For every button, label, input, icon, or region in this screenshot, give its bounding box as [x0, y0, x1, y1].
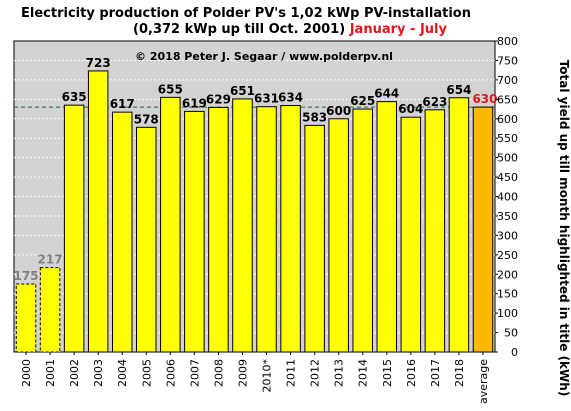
bar-value-label: 655 — [158, 82, 183, 96]
bar-2008 — [208, 106, 229, 353]
bar-value-label: 619 — [182, 96, 207, 110]
bar-value-label: 629 — [206, 92, 231, 106]
bar-2010 — [256, 106, 277, 353]
bar-value-label: 578 — [134, 112, 159, 126]
bar-2015 — [376, 101, 398, 353]
x-tick-label: 2018 — [453, 359, 466, 387]
bar-2004 — [111, 111, 133, 353]
bar-2001 — [39, 267, 61, 353]
y-tick-label: 150 — [497, 288, 518, 301]
y-tick-label: 250 — [497, 249, 518, 262]
bar-2012 — [304, 124, 325, 353]
y-axis-label: Total yield up till month highlighted in… — [557, 60, 571, 397]
bar-2002 — [63, 104, 85, 353]
x-tick-label: 2003 — [92, 359, 105, 387]
x-tick-label: 2006 — [164, 359, 177, 387]
y-tick-label: 600 — [497, 113, 518, 126]
x-tick-label: 2005 — [140, 359, 153, 387]
x-tick-label: 2017 — [429, 359, 442, 387]
bar-value-label: 583 — [302, 110, 327, 124]
bar-value-label: 634 — [278, 91, 303, 105]
x-tick-label: average — [477, 359, 490, 404]
y-tick-label: 100 — [497, 307, 518, 320]
x-tick-label: 2010* — [261, 359, 274, 393]
y-axis-ticks: 0 50 100 150 200 250 300 350 400 450 500 550 600 650 7… — [495, 35, 518, 359]
y-tick-label: 800 — [497, 35, 518, 48]
bar-value-label: 175 — [13, 269, 38, 283]
x-tick-label: 2013 — [333, 359, 346, 387]
bar-labels: 1752176357236175786556196296516316345836… — [13, 56, 497, 283]
bar-average — [472, 106, 494, 353]
x-tick-label: 2014 — [357, 359, 370, 387]
bar-2014 — [352, 108, 373, 353]
bar-2011 — [280, 105, 301, 353]
bar-value-label: 617 — [110, 97, 135, 111]
bar-value-label: 631 — [254, 92, 279, 106]
y-tick-label: 300 — [497, 229, 518, 242]
y-tick-label: 50 — [504, 327, 518, 340]
bar-2006 — [160, 96, 181, 353]
x-tick-label: 2002 — [68, 359, 81, 387]
bar-value-label: 604 — [398, 102, 423, 116]
y-tick-label: 200 — [497, 268, 518, 281]
bar-2009 — [232, 98, 253, 353]
x-tick-label: 2012 — [309, 359, 322, 387]
x-tick-label: 2001 — [44, 359, 57, 387]
y-tick-label: 0 — [511, 346, 518, 359]
chart-title-subtitle: (0,372 kWp up till Oct. 2001) — [133, 22, 345, 37]
y-tick-label: 350 — [497, 210, 518, 223]
y-tick-label: 500 — [497, 152, 518, 165]
bar-value-label: 625 — [350, 94, 375, 108]
bar-value-label: 651 — [230, 84, 255, 98]
x-tick-label: 2000 — [20, 359, 33, 387]
y-tick-label: 450 — [497, 171, 518, 184]
bar-2005 — [136, 126, 157, 353]
chart-title-highlight: January - July — [349, 22, 448, 37]
bar-2018 — [448, 97, 470, 353]
bar-2017 — [424, 109, 446, 353]
bar-value-label: 623 — [422, 95, 447, 109]
bar-value-label: 217 — [38, 253, 63, 267]
bar-value-label: 723 — [86, 56, 111, 70]
x-tick-label: 2004 — [116, 359, 129, 387]
bar-2013 — [328, 118, 349, 353]
x-tick-label: 2016 — [405, 359, 418, 387]
x-tick-label: 2009 — [236, 359, 249, 387]
chart-title-line-1: Electricity production of Polder PV's 1,… — [21, 6, 471, 21]
y-tick-label: 750 — [497, 54, 518, 67]
chart-title-line-2: (0,372 kWp up till Oct. 2001) January - … — [133, 22, 447, 37]
x-tick-label: 2008 — [212, 359, 225, 387]
bar-value-label: 654 — [446, 83, 471, 97]
bar-2003 — [87, 70, 109, 353]
bar-value-label: 600 — [326, 104, 351, 118]
bar-2000 — [15, 283, 37, 353]
bars — [15, 70, 494, 353]
y-tick-label: 700 — [497, 74, 518, 87]
x-tick-label: 2015 — [381, 359, 394, 387]
y-tick-label: 550 — [497, 132, 518, 145]
bar-value-label: 630 — [472, 92, 497, 106]
bar-value-label: 635 — [62, 90, 87, 104]
y-tick-label: 650 — [497, 93, 518, 106]
x-tick-label: 2007 — [188, 359, 201, 387]
bar-value-label: 644 — [374, 87, 399, 101]
copyright-text: © 2018 Peter J. Segaar / www.polderpv.nl — [135, 50, 393, 63]
bar-2016 — [400, 116, 422, 353]
y-tick-label: 400 — [497, 191, 518, 204]
x-tick-label: 2011 — [285, 359, 298, 387]
bar-2007 — [184, 110, 205, 353]
x-axis-ticks: 2000 2001 2002 2003 2004 2005 2006 2007 2008 2009… — [20, 352, 490, 404]
